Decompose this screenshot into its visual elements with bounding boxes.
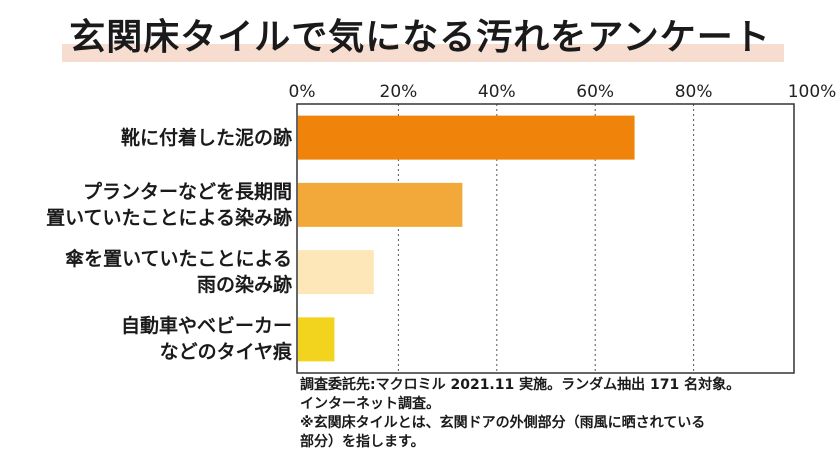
footnote-line: ※玄関床タイルとは、玄関ドアの外側部分（雨風に晒されている [300, 415, 706, 431]
category-label-line: 雨の染み跡 [196, 274, 292, 297]
x-tick-label: 20% [380, 82, 418, 102]
x-tick-label: 0% [289, 82, 316, 102]
category-label: プランターなどを長期間置いていたことによる染み跡 [46, 179, 292, 231]
chart-title: 玄関床タイルで気になる汚れをアンケート [69, 17, 771, 58]
category-label-line: プランターなどを長期間 [82, 180, 292, 203]
category-label-line: 置いていたことによる染み跡 [46, 206, 292, 229]
footnote: 調査委託先:マクロミル 2021.11 実施。ランダム抽出 171 名対象。 イ… [300, 376, 740, 452]
x-tick-label: 100% [788, 82, 837, 102]
x-tick-label: 80% [675, 82, 713, 102]
category-label-line: などのタイヤ痕 [159, 341, 292, 364]
category-label: 靴に付着した泥の跡 [121, 125, 292, 151]
bar [298, 182, 463, 227]
x-tick-label: 60% [576, 82, 614, 102]
footnote-line: インターネット調査。 [300, 396, 440, 412]
plot-frame [296, 103, 795, 374]
category-label-line: 靴に付着した泥の跡 [120, 126, 292, 149]
footnote-line: 調査委託先:マクロミル 2021.11 実施。ランダム抽出 171 名対象。 [300, 377, 741, 393]
bar [298, 317, 335, 362]
bar [298, 115, 635, 160]
category-label-line: 自動車やベビーカー [120, 315, 292, 338]
title-highlight [62, 44, 784, 62]
category-label: 傘を置いていたことによる雨の染み跡 [65, 246, 292, 298]
category-label: 自動車やベビーカーなどのタイヤ痕 [121, 313, 292, 365]
bar [298, 250, 374, 295]
x-tick-label: 40% [478, 82, 516, 102]
category-label-line: 傘を置いていたことによる [65, 248, 292, 271]
footnote-line: 部分）を指します。 [300, 434, 425, 450]
